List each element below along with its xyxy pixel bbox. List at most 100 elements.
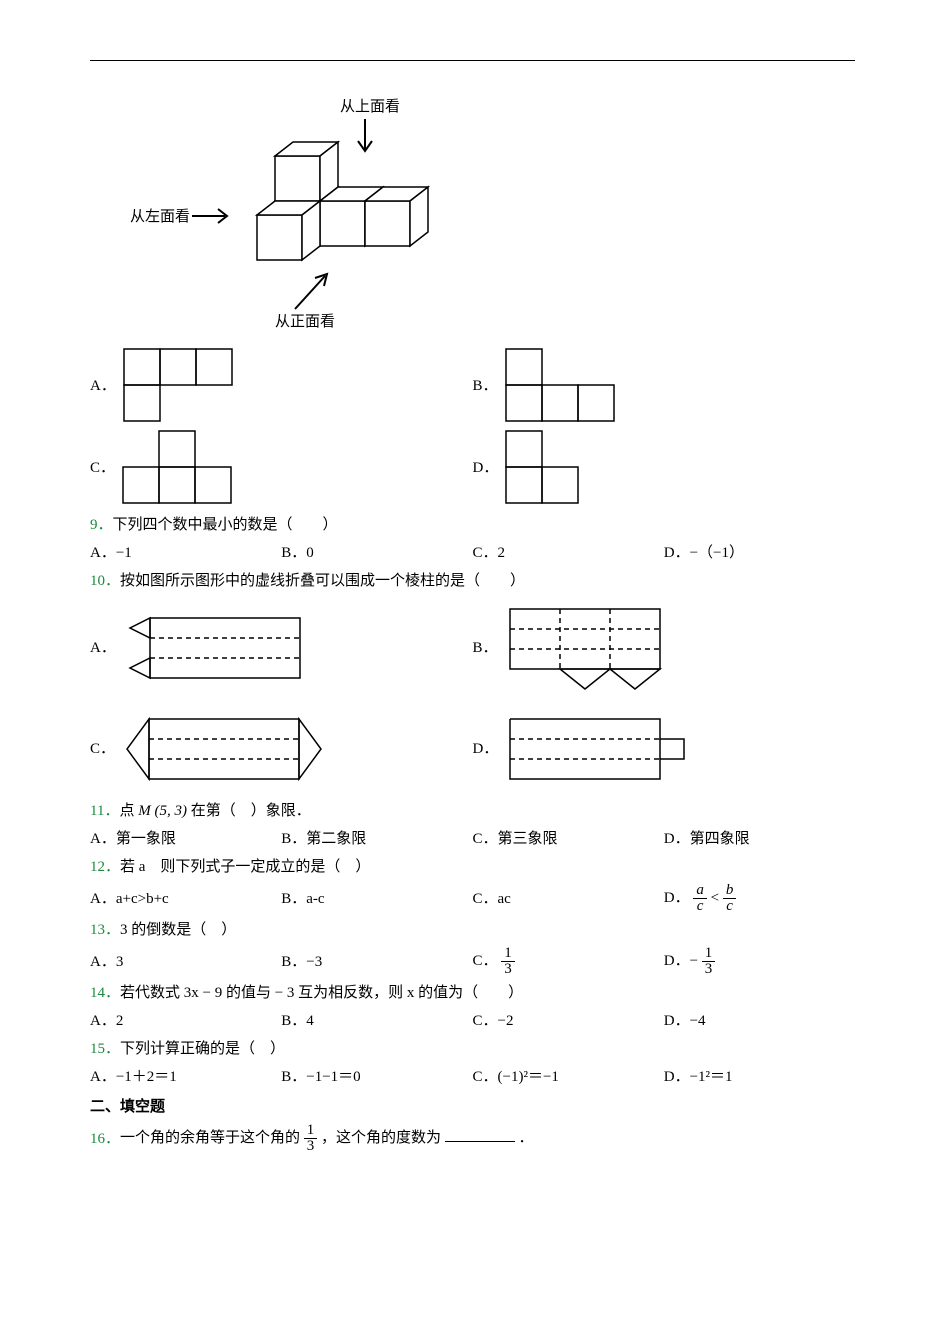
q10: 10． 按如图所示图形中的虚线折叠可以围成一个棱柱的是（ ） xyxy=(90,569,855,593)
q16: 16． 一个角的余角等于这个角的 1 3 ，这个角的度数为 ． xyxy=(90,1123,855,1154)
q12-b: B．a-c xyxy=(281,887,472,911)
q14-b: B．4 xyxy=(281,1009,472,1033)
arrow-front-line xyxy=(295,276,325,309)
q8-b-svg xyxy=(504,347,624,425)
q15-d: D．−1²＝1 xyxy=(664,1065,855,1089)
q8-a-label: A． xyxy=(90,374,116,398)
q11-a: A．第一象限 xyxy=(90,827,281,851)
q9-c: C．2 xyxy=(473,541,664,565)
q8-b-label: B． xyxy=(473,374,498,398)
q14: 14． 若代数式 3x − 9 的值与 − 3 互为相反数，则 x 的值为（ ） xyxy=(90,981,855,1005)
q10-b-label: B． xyxy=(473,636,498,660)
q12-text: 若 a 则下列式子一定成立的是（ ） xyxy=(120,855,370,879)
q10-c-svg xyxy=(121,713,326,785)
q13-c: C． 1 3 xyxy=(473,946,664,977)
q11-text: 点 M (5, 3) 在第（ ）象限． xyxy=(119,799,310,823)
q10-opt-a: A． xyxy=(90,603,473,693)
label-left: 从左面看 xyxy=(130,208,190,225)
q15-b: B．−1−1＝0 xyxy=(281,1065,472,1089)
top-rule xyxy=(90,60,855,61)
q10-text: 按如图所示图形中的虚线折叠可以围成一个棱柱的是（ ） xyxy=(120,569,525,593)
q11-opts: A．第一象限 B．第二象限 C．第三象限 D．第四象限 xyxy=(90,827,855,851)
q8-opt-b: B． xyxy=(473,347,856,425)
q9-text: 下列四个数中最小的数是（ ） xyxy=(113,513,338,537)
q12: 12． 若 a 则下列式子一定成立的是（ ） xyxy=(90,855,855,879)
q12-d-frac2: b c xyxy=(723,883,737,914)
section-2-head: 二、填空题 xyxy=(90,1095,855,1119)
q16-after: ，这个角的度数为 xyxy=(321,1130,441,1146)
q15-c: C．(−1)²＝−1 xyxy=(473,1065,664,1089)
q12-num: 12． xyxy=(90,855,120,879)
cubes-3d-svg: 从上面看 从左面看 从正面看 xyxy=(130,91,450,331)
q11: 11． 点 M (5, 3) 在第（ ）象限． xyxy=(90,799,855,823)
q12-a: A．a+c>b+c xyxy=(90,887,281,911)
cube-back-right2 xyxy=(365,187,428,246)
q11-point: M (5, 3) xyxy=(138,803,187,819)
q10-a-svg xyxy=(122,612,307,684)
q11-b: B．第二象限 xyxy=(281,827,472,851)
label-top: 从上面看 xyxy=(340,98,400,115)
q13-c-frac: 1 3 xyxy=(501,946,515,977)
q13-num: 13． xyxy=(90,918,120,942)
q8-3d-figure: 从上面看 从左面看 从正面看 xyxy=(130,91,855,339)
q11-after: 在第（ ）象限． xyxy=(187,803,311,819)
q8-opt-a: A． xyxy=(90,347,473,425)
q14-c: C．−2 xyxy=(473,1009,664,1033)
q16-num: 16． xyxy=(90,1127,120,1151)
q9-d: D．−（−1） xyxy=(664,541,855,565)
q8-c-label: C． xyxy=(90,456,115,480)
q8-options: A． B． C． D． xyxy=(90,345,855,509)
q16-text: 一个角的余角等于这个角的 1 3 ，这个角的度数为 ． xyxy=(120,1123,534,1154)
q10-opt-d: D． xyxy=(473,709,856,789)
q13-opts: A．3 B．−3 C． 1 3 D．− 1 3 xyxy=(90,946,855,977)
q10-opt-b: B． xyxy=(473,603,856,693)
q13-text: 3 的倒数是（ ） xyxy=(120,918,236,942)
q10-b-svg xyxy=(504,603,689,693)
q11-c: C．第三象限 xyxy=(473,827,664,851)
q9-b: B．0 xyxy=(281,541,472,565)
q9-num: 9． xyxy=(90,513,113,537)
q10-a-label: A． xyxy=(90,636,116,660)
q14-text: 若代数式 3x − 9 的值与 − 3 互为相反数，则 x 的值为（ ） xyxy=(120,981,523,1005)
q8-d-svg xyxy=(504,429,594,507)
q8-opt-d: D． xyxy=(473,429,856,507)
q15-text: 下列计算正确的是（ ） xyxy=(120,1037,285,1061)
q10-num: 10． xyxy=(90,569,120,593)
q15-a: A．−1＋2＝1 xyxy=(90,1065,281,1089)
q16-blank xyxy=(445,1126,515,1142)
q14-a: A．2 xyxy=(90,1009,281,1033)
q8-c-svg xyxy=(121,429,241,507)
q12-d-lt: < xyxy=(711,890,723,906)
q15-num: 15． xyxy=(90,1037,120,1061)
q13-d: D．− 1 3 xyxy=(664,946,855,977)
q14-opts: A．2 B．4 C．−2 D．−4 xyxy=(90,1009,855,1033)
q10-c-label: C． xyxy=(90,737,115,761)
q13-b: B．−3 xyxy=(281,950,472,974)
q16-before: 一个角的余角等于这个角的 xyxy=(120,1130,304,1146)
q12-d: D． a c < b c xyxy=(664,883,855,914)
q10-options: A． B． C． xyxy=(90,601,855,791)
q10-opt-c: C． xyxy=(90,709,473,789)
q12-opts: A．a+c>b+c B．a-c C．ac D． a c < b c xyxy=(90,883,855,914)
q9-a: A．−1 xyxy=(90,541,281,565)
q9: 9． 下列四个数中最小的数是（ ） xyxy=(90,513,855,537)
label-front: 从正面看 xyxy=(275,313,335,330)
q8-opt-c: C． xyxy=(90,429,473,507)
q13: 13． 3 的倒数是（ ） xyxy=(90,918,855,942)
q14-d: D．−4 xyxy=(664,1009,855,1033)
cube-front xyxy=(257,201,320,260)
q11-d: D．第四象限 xyxy=(664,827,855,851)
q13-a: A．3 xyxy=(90,950,281,974)
cubes-group xyxy=(257,142,428,260)
q8-d-label: D． xyxy=(473,456,499,480)
q10-d-label: D． xyxy=(473,737,499,761)
q10-d-svg xyxy=(504,709,699,789)
q14-num: 14． xyxy=(90,981,120,1005)
q12-c: C．ac xyxy=(473,887,664,911)
q15: 15． 下列计算正确的是（ ） xyxy=(90,1037,855,1061)
q15-opts: A．−1＋2＝1 B．−1−1＝0 C．(−1)²＝−1 D．−1²＝1 xyxy=(90,1065,855,1089)
q13-d-frac: 1 3 xyxy=(702,946,716,977)
q16-frac: 1 3 xyxy=(304,1123,318,1154)
q12-d-pre: D． xyxy=(664,890,690,906)
q16-period: ． xyxy=(519,1130,534,1146)
